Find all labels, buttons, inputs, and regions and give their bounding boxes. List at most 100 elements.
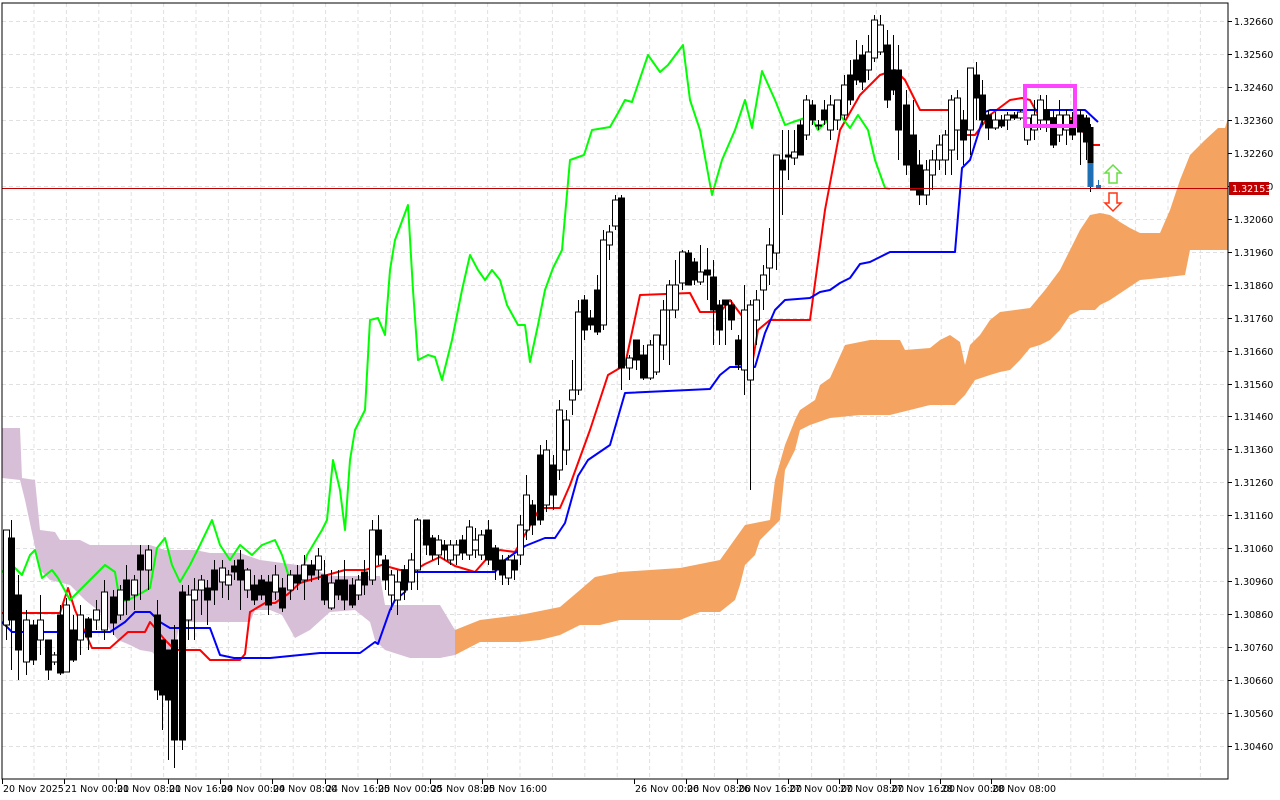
- candle: [973, 62, 980, 120]
- candle: [871, 15, 878, 62]
- last-candle: [1087, 124, 1094, 192]
- candle: [265, 575, 272, 615]
- candle: [543, 440, 550, 512]
- y-tick-label: 1.31060: [1234, 544, 1273, 555]
- candle: [797, 120, 804, 156]
- candle: [63, 598, 70, 673]
- candle: [1017, 110, 1024, 120]
- candle: [341, 560, 348, 610]
- candle: [985, 110, 992, 140]
- candle: [171, 625, 178, 768]
- candle: [191, 578, 198, 640]
- candle: [895, 45, 902, 160]
- x-tick-label: 28 Nov 00:00: [941, 784, 1005, 795]
- candle: [110, 590, 117, 635]
- candle: [77, 605, 84, 655]
- candle: [123, 565, 130, 615]
- x-tick-label: 27 Nov 16:00: [891, 784, 955, 795]
- candle: [321, 560, 328, 605]
- x-tick-label: 24 Nov 00:00: [221, 784, 285, 795]
- x-tick-label: 26 Nov 08:00: [687, 784, 751, 795]
- kijun-sen-line: [1, 109, 1099, 659]
- candle: [211, 560, 218, 605]
- x-tick-label: 24 Nov 08:00: [273, 784, 337, 795]
- y-tick-label: 1.30560: [1234, 709, 1273, 720]
- y-tick-label: 1.31960: [1234, 248, 1273, 259]
- candle: [903, 90, 910, 175]
- y-tick-label: 1.30460: [1234, 742, 1273, 753]
- candle: [998, 115, 1005, 128]
- candle: [550, 455, 557, 510]
- candle: [287, 570, 294, 600]
- candle: [716, 300, 723, 345]
- candle: [929, 150, 936, 190]
- candle: [137, 545, 144, 600]
- candle: [672, 260, 679, 318]
- candle: [865, 35, 872, 80]
- candle: [355, 575, 362, 600]
- candle: [803, 95, 810, 140]
- candle: [612, 195, 619, 230]
- candle: [809, 100, 816, 125]
- candle: [815, 120, 822, 130]
- candlesticks: [3, 15, 1101, 768]
- candle: [511, 555, 518, 580]
- candle: [537, 445, 544, 525]
- x-tick-label: 27 Nov 08:00: [840, 784, 904, 795]
- candle: [258, 575, 265, 600]
- candle: [877, 15, 884, 55]
- candle: [117, 585, 124, 620]
- candle: [1004, 112, 1011, 130]
- candle: [563, 410, 570, 465]
- candle: [423, 519, 430, 555]
- candle: [251, 575, 258, 605]
- x-tick-label: 25 Nov 00:00: [378, 784, 442, 795]
- price-axis[interactable]: 1.32660 1.32560 1.32460 1.32360 1.32260 1.321…: [1228, 17, 1273, 753]
- candle: [57, 605, 64, 675]
- candle: [279, 578, 286, 612]
- candle: [15, 575, 22, 680]
- x-tick-label: 25 Nov 08:00: [431, 784, 495, 795]
- candle: [131, 575, 138, 610]
- y-tick-label: 1.30860: [1234, 610, 1273, 621]
- candle: [916, 150, 923, 205]
- sell-arrow-icon: [1103, 192, 1123, 213]
- candle: [492, 545, 499, 580]
- candle: [979, 80, 986, 125]
- x-tick-label: 28 Nov 08:00: [992, 784, 1056, 795]
- y-tick-label: 1.32360: [1234, 116, 1273, 127]
- candle: [697, 245, 704, 285]
- y-tick-label: 1.31860: [1234, 281, 1273, 292]
- kumo-segment: [455, 118, 1228, 655]
- candle: [1024, 117, 1031, 145]
- candle: [640, 345, 647, 380]
- candle: [1031, 100, 1038, 140]
- y-tick-label: 1.31160: [1234, 511, 1273, 522]
- x-tick-label: 21 Nov 08:00: [117, 784, 181, 795]
- signal-overlays: [1023, 84, 1123, 213]
- candle: [408, 553, 415, 590]
- candle: [8, 520, 15, 670]
- y-tick-label: 1.31360: [1234, 445, 1273, 456]
- candle: [747, 300, 754, 490]
- x-tick-label: 21 Nov 16:00: [169, 784, 233, 795]
- y-tick-label: 1.32560: [1234, 50, 1273, 61]
- buy-arrow-icon: [1103, 163, 1123, 184]
- candle: [315, 548, 322, 580]
- candle: [728, 300, 735, 330]
- plot-frame: [1, 2, 1229, 780]
- x-tick-label: 27 Nov 00:00: [789, 784, 853, 795]
- candle: [301, 555, 308, 600]
- candle: [23, 610, 30, 675]
- candle: [308, 560, 315, 582]
- y-tick-label: 1.31460: [1234, 412, 1273, 423]
- candle: [529, 500, 536, 535]
- candle: [606, 225, 613, 260]
- x-tick-label: 25 Nov 16:00: [483, 784, 547, 795]
- candle: [827, 95, 834, 140]
- candle: [485, 520, 492, 565]
- candle: [459, 535, 466, 560]
- candle: [633, 339, 640, 370]
